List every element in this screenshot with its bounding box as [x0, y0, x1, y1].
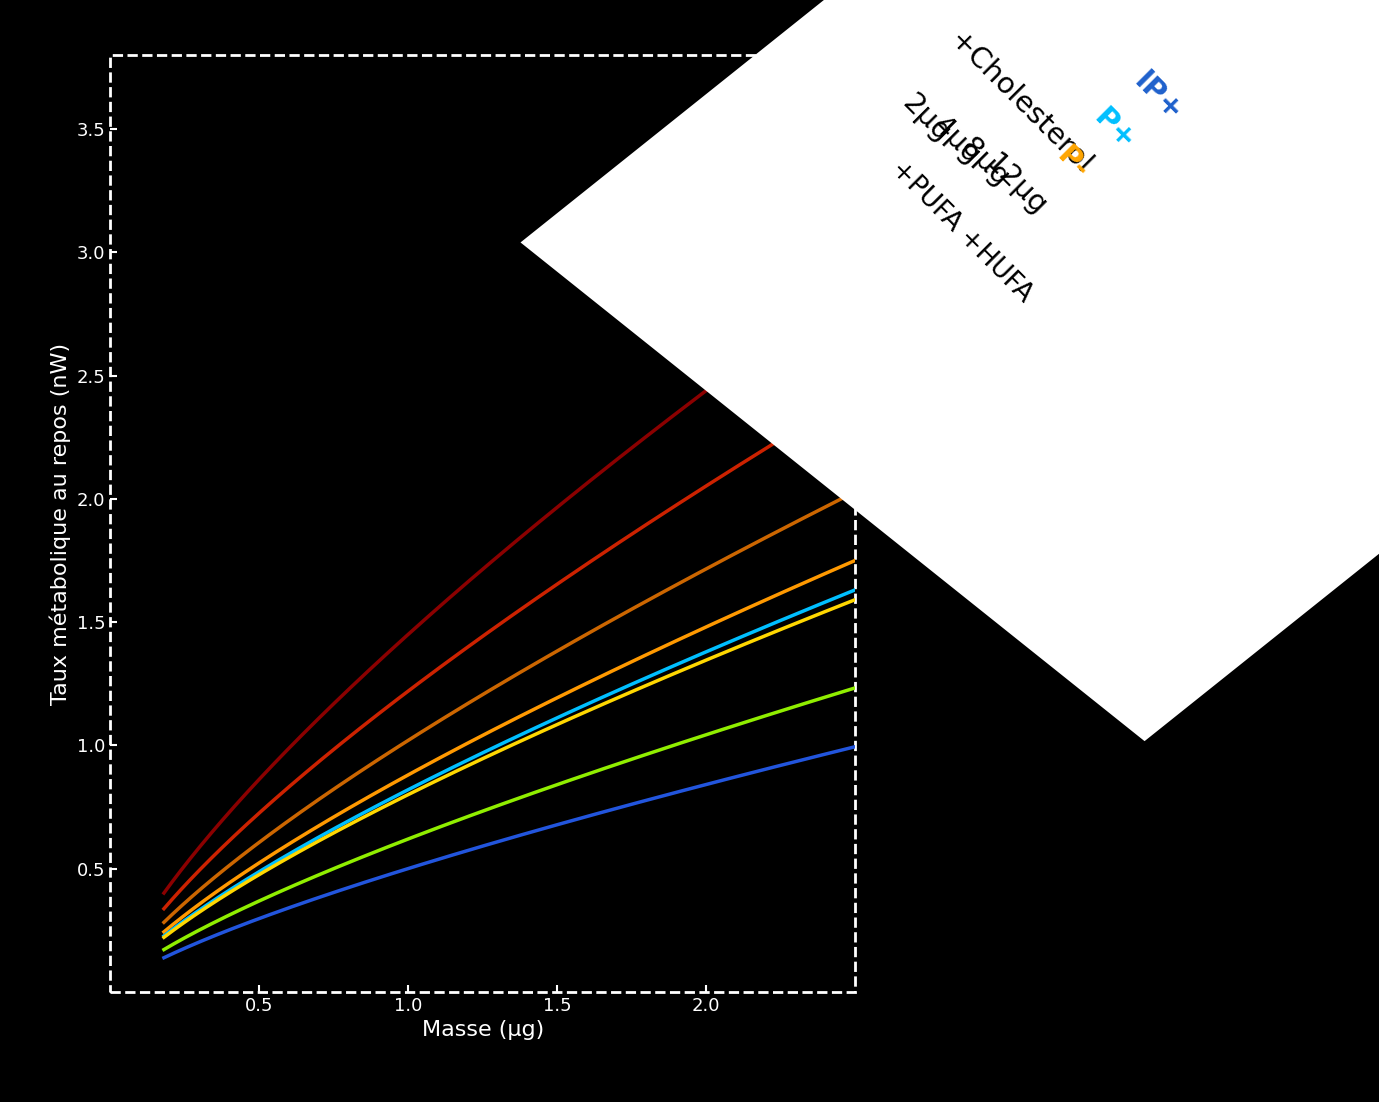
Text: +PUFA +HUFA: +PUFA +HUFA [885, 155, 1037, 307]
Bar [110, 55, 855, 992]
Text: 12μg: 12μg [980, 149, 1052, 222]
Text: +Cholesterol: +Cholesterol [943, 26, 1098, 181]
Text: lP+: lP+ [1128, 67, 1189, 127]
Text: P+: P+ [1088, 104, 1140, 156]
X-axis label: Masse (μg): Masse (μg) [422, 1020, 543, 1040]
Text: P-: P- [1051, 141, 1095, 185]
Text: 8μg: 8μg [956, 133, 1014, 193]
Text: 4μg: 4μg [927, 111, 985, 171]
Y-axis label: Taux métabolique au repos (nW): Taux métabolique au repos (nW) [50, 343, 72, 704]
Text: 2μg: 2μg [898, 89, 956, 149]
